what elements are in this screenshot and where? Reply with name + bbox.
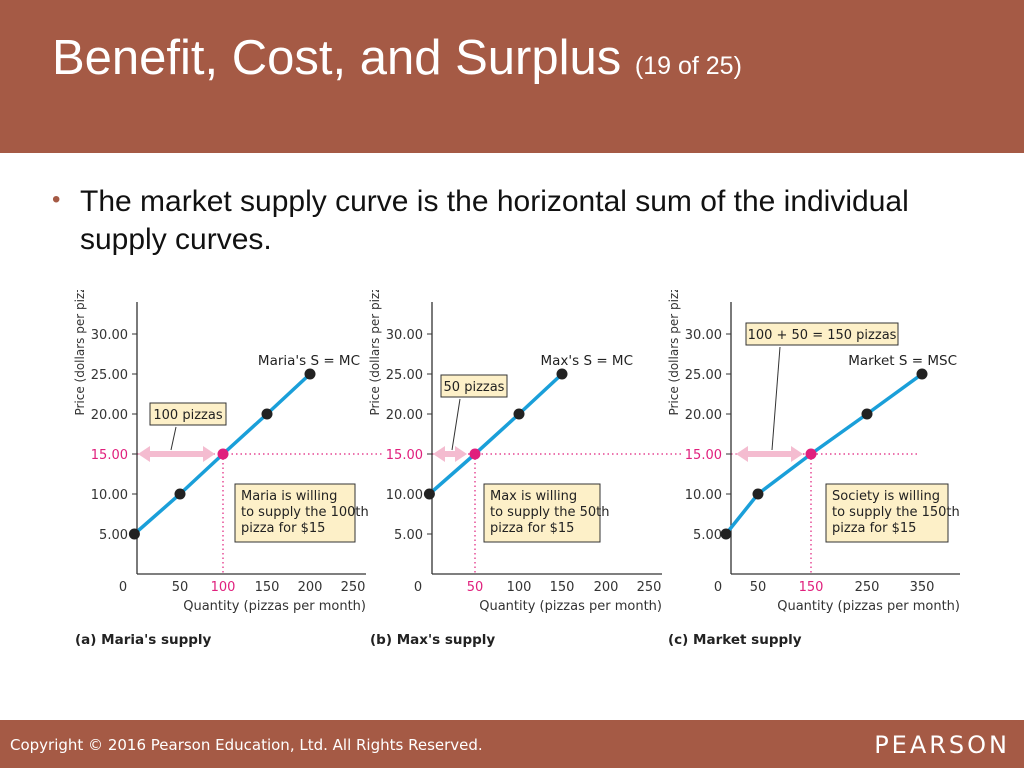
annotation-line: pizza for $15 bbox=[832, 521, 916, 536]
y-tick-label: 5.00 bbox=[693, 528, 722, 543]
x-tick-label: 150 bbox=[550, 580, 575, 595]
quantity-label-pointer bbox=[451, 398, 461, 451]
annotation-line: pizza for $15 bbox=[490, 521, 574, 536]
data-point bbox=[861, 408, 873, 420]
data-point bbox=[261, 408, 273, 420]
data-point bbox=[752, 488, 764, 500]
y-tick-label: 30.00 bbox=[685, 328, 722, 343]
bullet-text: The market supply curve is the horizonta… bbox=[80, 185, 909, 256]
annotation-line: to supply the 150th bbox=[832, 505, 960, 520]
quantity-arrow bbox=[138, 446, 215, 462]
data-point bbox=[916, 368, 928, 380]
data-point bbox=[423, 488, 435, 500]
annotation-line: Maria is willing bbox=[241, 489, 337, 504]
annotation-box bbox=[825, 483, 949, 543]
data-point bbox=[174, 488, 186, 500]
quantity-label-pointer bbox=[170, 426, 177, 451]
quantity-arrow bbox=[736, 446, 803, 462]
x-axis-title: Quantity (pizzas per month) bbox=[183, 599, 366, 614]
x-tick-label: 50 bbox=[467, 580, 484, 595]
slide-title: Benefit, Cost, and Surplus (19 of 25) bbox=[52, 30, 742, 86]
annotation-line: Max is willing bbox=[490, 489, 577, 504]
quantity-label: 100 pizzas bbox=[153, 408, 222, 423]
quantity-label: 100 + 50 = 150 pizzas bbox=[748, 328, 897, 343]
y-tick-label: 10.00 bbox=[685, 488, 722, 503]
x-axis-title: Quantity (pizzas per month) bbox=[479, 599, 662, 614]
data-point bbox=[720, 528, 732, 540]
x-tick-label: 50 bbox=[750, 580, 767, 595]
pearson-logo: PEARSON bbox=[874, 731, 1010, 759]
bullet-marker: • bbox=[52, 186, 61, 213]
y-tick-label: 15.00 bbox=[685, 448, 722, 463]
supply-curve bbox=[428, 372, 564, 496]
data-point bbox=[304, 368, 316, 380]
x-tick-label: 150 bbox=[255, 580, 280, 595]
y-tick-label: 25.00 bbox=[91, 368, 128, 383]
x-tick-label: 150 bbox=[799, 580, 824, 595]
y-tick-label: 15.00 bbox=[386, 448, 423, 463]
quantity-label-box bbox=[149, 402, 227, 426]
x-tick-label: 250 bbox=[341, 580, 366, 595]
x-tick-label: 0 bbox=[414, 580, 422, 595]
annotation-line: Society is willing bbox=[832, 489, 940, 504]
quantity-label-box bbox=[440, 374, 508, 398]
x-tick-label: 0 bbox=[119, 580, 127, 595]
chart-caption: (c) Market supply bbox=[668, 632, 802, 648]
copyright-text: Copyright © 2016 Pearson Education, Ltd.… bbox=[10, 736, 483, 754]
y-tick-label: 30.00 bbox=[386, 328, 423, 343]
series-label: Max's S = MC bbox=[541, 353, 633, 369]
quantity-label-box bbox=[745, 322, 899, 346]
x-tick-label: 200 bbox=[594, 580, 619, 595]
x-tick-label: 200 bbox=[298, 580, 323, 595]
y-tick-label: 5.00 bbox=[99, 528, 128, 543]
slide-subtitle: (19 of 25) bbox=[634, 52, 742, 80]
series-label: Market S = MSC bbox=[848, 353, 957, 369]
x-tick-label: 250 bbox=[855, 580, 880, 595]
highlight-point bbox=[805, 448, 817, 460]
highlight-point bbox=[469, 448, 481, 460]
annotation-line: to supply the 50th bbox=[490, 505, 609, 520]
y-tick-label: 10.00 bbox=[386, 488, 423, 503]
y-tick-label: 15.00 bbox=[91, 448, 128, 463]
x-tick-label: 0 bbox=[714, 580, 722, 595]
quantity-label-pointer bbox=[771, 346, 781, 451]
y-tick-label: 20.00 bbox=[91, 408, 128, 423]
x-tick-label: 250 bbox=[637, 580, 662, 595]
slide-title-text: Benefit, Cost, and Surplus bbox=[52, 31, 622, 85]
y-axis-title: Price (dollars per pizza) bbox=[368, 290, 382, 416]
y-axis-title: Price (dollars per pizza) bbox=[667, 290, 681, 416]
y-tick-label: 25.00 bbox=[685, 368, 722, 383]
x-tick-label: 50 bbox=[172, 580, 189, 595]
data-point bbox=[128, 528, 140, 540]
data-point bbox=[556, 368, 568, 380]
supply-charts: 5.00 10.00 15.00 20.00 25.00 30.00 0 50 100 150 20… bbox=[73, 290, 960, 648]
quantity-arrow bbox=[433, 446, 467, 462]
highlight-point bbox=[217, 448, 229, 460]
data-point bbox=[513, 408, 525, 420]
chart-caption: (b) Max's supply bbox=[370, 632, 495, 648]
y-tick-label: 20.00 bbox=[386, 408, 423, 423]
annotation-box bbox=[483, 483, 601, 543]
slide-footer: Copyright © 2016 Pearson Education, Ltd.… bbox=[0, 720, 1024, 768]
annotation-line: pizza for $15 bbox=[241, 521, 325, 536]
quantity-label: 50 pizzas bbox=[444, 380, 505, 395]
annotation-line: to supply the 100th bbox=[241, 505, 369, 520]
slide-header: Benefit, Cost, and Surplus (19 of 25) bbox=[0, 0, 1024, 153]
annotation-box bbox=[234, 483, 356, 543]
y-tick-label: 25.00 bbox=[386, 368, 423, 383]
chart-caption: (a) Maria's supply bbox=[75, 632, 212, 648]
x-axis-title: Quantity (pizzas per month) bbox=[777, 599, 960, 614]
y-tick-label: 30.00 bbox=[91, 328, 128, 343]
series-label: Maria's S = MC bbox=[258, 353, 360, 369]
x-tick-label: 100 bbox=[507, 580, 532, 595]
y-tick-label: 10.00 bbox=[91, 488, 128, 503]
x-tick-label: 350 bbox=[910, 580, 935, 595]
y-tick-label: 20.00 bbox=[685, 408, 722, 423]
y-tick-label: 5.00 bbox=[394, 528, 423, 543]
x-tick-label: 100 bbox=[211, 580, 236, 595]
y-axis-title: Price (dollars per pizza) bbox=[73, 290, 87, 416]
